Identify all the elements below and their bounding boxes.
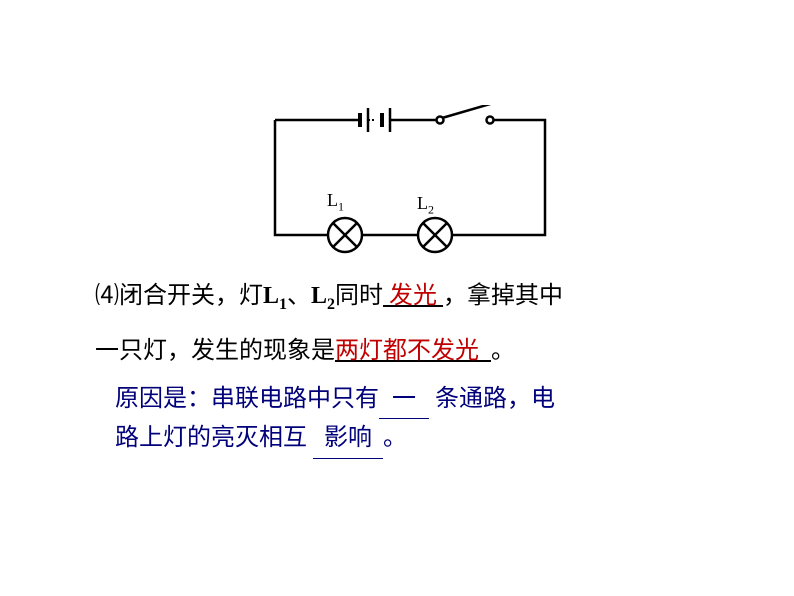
blank-3: 一 [379, 380, 429, 419]
wire-right [452, 120, 545, 235]
reason-text: 原因是：串联电路中只有一 条通路，电 路上灯的亮灭相互 影响。 [115, 380, 705, 459]
label-l2: L2 [417, 193, 434, 218]
blank-4: 影响 [313, 419, 383, 458]
switch-contact [487, 117, 494, 124]
question-text: ⑷闭合开关，灯L1、L2同时 发光 ，拿掉其中 一只灯，发生的现象是两灯都不发光… [95, 272, 705, 375]
wire-left [275, 120, 328, 235]
label-l1: L1 [327, 190, 344, 215]
circuit-diagram: L1 L2 [265, 105, 565, 255]
blank-1: 发光 [383, 283, 443, 309]
q-prefix: ⑷闭合开关，灯 [95, 283, 263, 309]
blank-2: 两灯都不发光 [335, 338, 491, 364]
